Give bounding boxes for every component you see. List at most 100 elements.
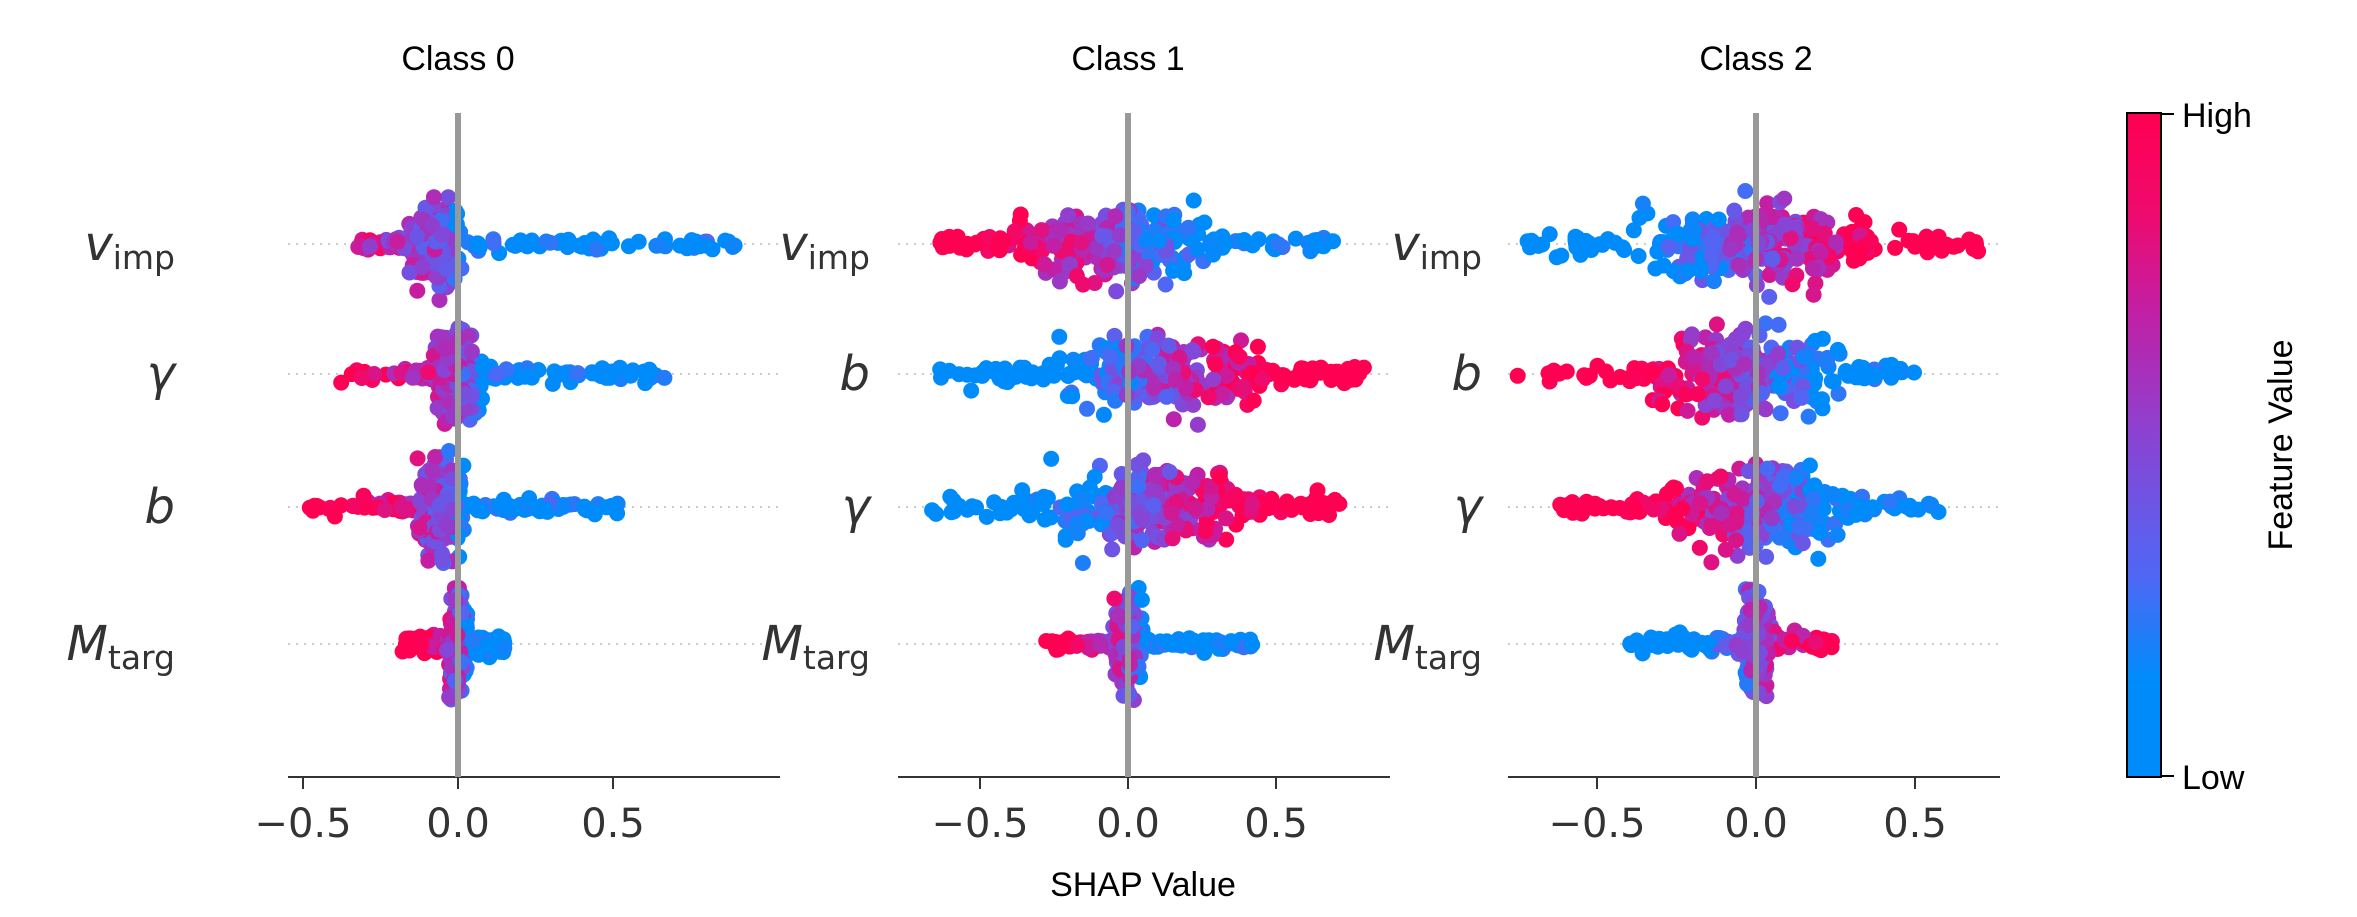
x-tick-label: 0.5 (1244, 801, 1308, 847)
shap-point (1196, 636, 1213, 653)
shap-point (1144, 341, 1161, 358)
colorbar: High Low Feature Value (2126, 97, 2300, 797)
shap-point (1776, 190, 1793, 207)
panel-class-1: Class 1 −0.5 0.0 0.5 vimp b γ Mtarg (761, 40, 1390, 847)
shap-point (1788, 250, 1805, 267)
shap-point (496, 640, 513, 656)
shap-point (1189, 416, 1206, 433)
shap-point (440, 189, 457, 206)
shap-point (411, 519, 428, 536)
shap-point (537, 503, 554, 520)
shap-point (993, 499, 1010, 515)
shap-point (1082, 350, 1099, 367)
shap-point (1867, 367, 1884, 384)
shap-point (1553, 247, 1570, 264)
shap-point (1135, 452, 1152, 469)
shap-point (333, 374, 350, 391)
shap-point (1069, 637, 1086, 654)
shap-point (1249, 338, 1266, 355)
shap-point (1095, 406, 1112, 423)
panel-class-2: Class 2 −0.5 0.0 0.5 vimp b γ Mtarg (1373, 40, 2000, 847)
shap-point (1662, 634, 1679, 651)
feature-label-subscript: imp (808, 238, 870, 277)
shap-point (1205, 338, 1221, 355)
shap-point (1244, 636, 1261, 653)
shap-point (1805, 260, 1821, 277)
shap-point (978, 508, 995, 525)
shap-point (1628, 370, 1645, 387)
shap-point (1645, 501, 1662, 518)
shap-point (1106, 590, 1123, 607)
shap-point (1800, 408, 1817, 425)
shap-point (959, 501, 976, 518)
shap-point (1788, 469, 1805, 486)
shap-point (438, 517, 455, 534)
shap-point (1308, 238, 1325, 254)
shap-point (1046, 367, 1062, 384)
shap-point (1793, 389, 1810, 406)
shap-point (488, 366, 505, 383)
shap-point (1661, 367, 1677, 384)
shap-point (1777, 216, 1794, 233)
shap-point (588, 241, 605, 258)
feature-label-base: γ (1454, 479, 1485, 535)
shap-point (598, 499, 615, 516)
shap-point (1764, 250, 1781, 267)
shap-point (1737, 183, 1754, 199)
shap-point (1134, 511, 1151, 528)
shap-point (1160, 337, 1177, 354)
shap-point (576, 235, 593, 251)
shap-point (1945, 238, 1962, 255)
feature-label: γ (842, 479, 873, 535)
shap-point (1214, 385, 1231, 402)
shap-point (1630, 248, 1647, 264)
shap-point (1226, 488, 1243, 505)
x-tick-label: 0.0 (426, 801, 490, 847)
shap-point (1829, 526, 1846, 543)
feature-label-base: b (840, 346, 870, 402)
shap-point (1098, 504, 1114, 521)
shap-point (1680, 262, 1697, 279)
feature-label-base: v (779, 216, 808, 272)
shap-point (1794, 535, 1811, 552)
shap-point (1882, 493, 1899, 510)
shap-point (1631, 209, 1648, 226)
shap-point (1045, 237, 1062, 254)
shap-point (941, 362, 958, 379)
shap-point (1828, 234, 1844, 251)
shap-point (1104, 541, 1121, 558)
feature-label: b (145, 479, 175, 535)
shap-point (1734, 326, 1751, 343)
shap-point (516, 368, 533, 385)
shap-point (1805, 491, 1822, 508)
shap-point (622, 367, 639, 384)
shap-point (1163, 505, 1180, 521)
shap-point (353, 370, 370, 386)
shap-point (1534, 236, 1551, 253)
feature-label-subscript: targ (108, 638, 175, 677)
shap-point (1829, 341, 1846, 358)
colorbar-title: Feature Value (2262, 339, 2300, 550)
shap-point (1862, 233, 1879, 250)
shap-point (630, 233, 647, 250)
shap-point (1099, 256, 1116, 273)
shap-point (1134, 532, 1150, 549)
shap-point (1694, 371, 1711, 388)
shap-point (1106, 243, 1123, 260)
shap-point (1061, 365, 1078, 382)
shap-point (1022, 234, 1039, 251)
shap-point (1819, 354, 1835, 371)
shap-point (429, 400, 446, 416)
shap-point (1107, 208, 1124, 225)
shap-point (1275, 497, 1292, 514)
shap-point (1825, 373, 1842, 390)
shap-point (404, 369, 421, 386)
shap-point (465, 495, 482, 512)
shap-point (1594, 236, 1611, 253)
panel-title: Class 1 (1071, 40, 1184, 78)
feature-label-base: M (761, 616, 802, 672)
shap-point (1759, 460, 1776, 477)
feature-label-base: v (84, 216, 113, 272)
feature-label-base: γ (842, 479, 873, 535)
